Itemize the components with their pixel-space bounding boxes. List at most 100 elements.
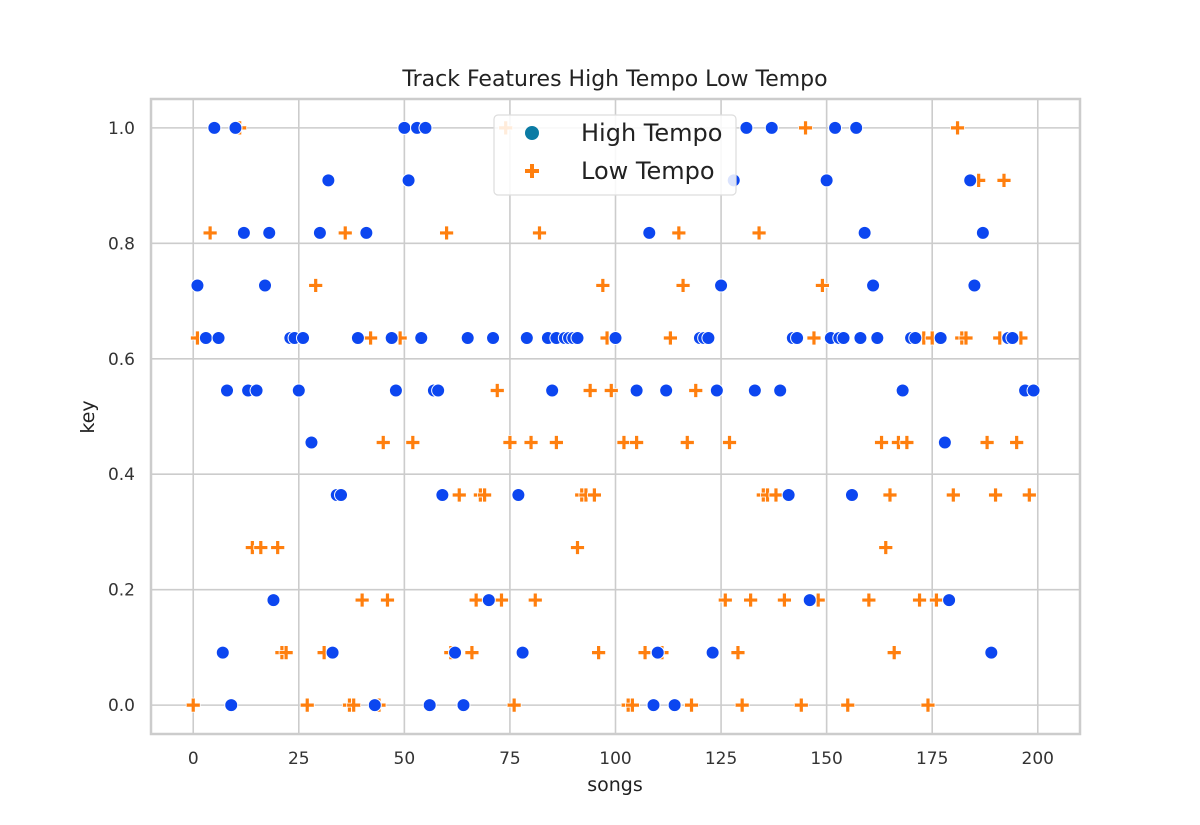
low-tempo-point (679, 435, 695, 450)
low-tempo-point (882, 487, 898, 503)
high-tempo-point (781, 488, 796, 503)
high-tempo-point (304, 435, 319, 450)
legend-high-tempo-label: High Tempo (581, 119, 722, 147)
low-tempo-point (570, 540, 585, 555)
low-tempo-point (375, 435, 391, 450)
high-tempo-point (296, 330, 311, 345)
low-tempo-point (202, 225, 218, 241)
high-tempo-point (220, 383, 235, 398)
y-tick-label: 0.4 (108, 465, 135, 485)
high-tempo-point (963, 173, 978, 188)
y-tick-labels: 0.0 0.2 0.4 0.6 0.8 1.0 (108, 119, 135, 716)
high-tempo-point (334, 488, 349, 503)
low-tempo-point (624, 697, 640, 713)
low-tempo-point (464, 645, 480, 661)
high-tempo-point (545, 383, 560, 398)
low-tempo-point (861, 592, 877, 608)
low-tempo-point (270, 540, 286, 555)
low-tempo-point (405, 435, 421, 450)
plot-frame (149, 97, 1082, 736)
low-tempo-point (548, 435, 564, 450)
high-tempo-point (190, 278, 205, 293)
low-tempo-point (591, 645, 607, 661)
y-tick-label: 0.0 (108, 696, 135, 716)
low-tempo-point (1009, 435, 1025, 450)
high-tempo-point (1026, 383, 1041, 398)
high-tempo-point (312, 225, 327, 240)
low-tempo-point (595, 278, 611, 293)
high-tempo-point (431, 383, 446, 398)
high-tempo-point (790, 330, 805, 345)
low-tempo-point (996, 172, 1012, 188)
high-tempo-point (853, 330, 868, 345)
high-tempo-point (828, 120, 843, 135)
high-tempo-point (709, 383, 724, 398)
low-tempo-point (874, 435, 889, 450)
high-tempo-point (646, 698, 661, 713)
low-tempo-point (346, 697, 362, 713)
high-tempo-point (608, 330, 623, 345)
x-tick-label: 75 (499, 749, 521, 769)
legend-low-tempo-label: Low Tempo (581, 157, 715, 185)
low-tempo-point (777, 592, 792, 608)
low-tempo-point (586, 487, 602, 503)
high-tempo-point (249, 383, 264, 398)
y-axis-label: key (77, 400, 99, 433)
high-tempo-point (321, 173, 336, 188)
low-tempo-point (912, 592, 927, 608)
x-tick-label: 175 (916, 749, 948, 769)
low-tempo-point (582, 383, 598, 398)
high-tempo-point (448, 645, 463, 660)
low-tempo-point (489, 383, 505, 398)
low-tempo-point (798, 120, 813, 136)
low-tempo-point (451, 487, 467, 503)
high-tempo-point (642, 225, 657, 240)
low-tempo-point (950, 120, 965, 136)
high-tempo-point (895, 383, 910, 398)
low-tempo-points (185, 120, 1037, 713)
low-tempo-point (684, 697, 699, 713)
high-tempo-point (414, 330, 429, 345)
low-tempo-point (637, 645, 653, 661)
low-tempo-point (920, 697, 936, 713)
high-tempo-point (511, 488, 526, 503)
low-tempo-point (899, 435, 915, 450)
x-tick-labels: 0 25 50 75 100 125 150 175 200 (188, 749, 1054, 769)
high-tempo-point (515, 645, 530, 660)
low-tempo-point (671, 225, 687, 241)
high-tempo-point (570, 330, 585, 345)
low-tempo-point (840, 697, 856, 713)
low-tempo-point (929, 592, 944, 608)
high-tempo-point (937, 435, 952, 450)
high-tempo-point (258, 278, 273, 293)
low-tempo-point (878, 540, 894, 555)
high-tempo-point (359, 225, 374, 240)
high-tempo-point (849, 120, 864, 135)
x-tick-label: 50 (394, 749, 416, 769)
legend-high-tempo-marker (525, 126, 539, 140)
high-tempo-point (967, 278, 982, 293)
chart-title: Track Features High Tempo Low Tempo (401, 67, 827, 92)
low-tempo-point (629, 435, 645, 450)
high-tempo-point (367, 698, 382, 713)
high-tempo-point (291, 383, 306, 398)
x-tick-label: 100 (599, 749, 631, 769)
high-tempo-point (224, 698, 239, 713)
y-tick-label: 0.8 (108, 234, 135, 254)
low-tempo-point (308, 278, 324, 293)
high-tempo-point (984, 645, 999, 660)
high-tempo-point (266, 593, 281, 608)
high-tempo-point (211, 330, 226, 345)
low-tempo-point (734, 697, 750, 713)
high-tempo-point (384, 330, 399, 345)
low-tempo-point (337, 225, 353, 241)
x-gridlines (192, 99, 1039, 734)
low-tempo-point (662, 330, 678, 346)
x-tick-label: 125 (705, 749, 737, 769)
legend-low-tempo-marker (525, 164, 539, 178)
high-tempo-point (650, 645, 665, 660)
high-tempo-point (659, 383, 674, 398)
high-tempo-point (460, 330, 475, 345)
y-tick-label: 0.2 (108, 581, 135, 601)
